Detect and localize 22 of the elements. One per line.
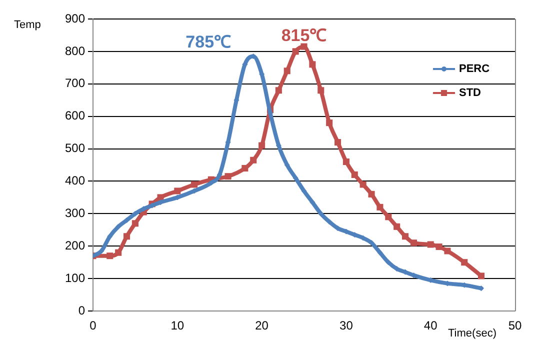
annotation: 815℃ xyxy=(281,26,327,45)
x-tick-label: 20 xyxy=(255,318,269,333)
legend-label: STD xyxy=(459,87,482,100)
x-tick-label: 50 xyxy=(508,318,522,333)
y-tick-label: 0 xyxy=(78,303,86,318)
x-tick-label: 30 xyxy=(340,318,354,333)
y-tick-label: 700 xyxy=(64,76,86,90)
x-tick-label: 40 xyxy=(424,318,438,333)
y-tick-label: 800 xyxy=(64,44,86,58)
y-tick-label: 400 xyxy=(64,174,86,188)
annotation: 785℃ xyxy=(186,32,232,52)
y-tick-label: 300 xyxy=(64,206,86,220)
y-tick-label: 200 xyxy=(64,238,86,252)
x-axis-title: Time(sec) xyxy=(448,328,496,340)
y-tick-label: 900 xyxy=(64,11,86,26)
y-tick-label: 100 xyxy=(64,270,86,285)
y-axis-title: Temp xyxy=(14,19,41,32)
x-tick-label: 10 xyxy=(170,318,184,333)
y-tick-label: 500 xyxy=(64,141,86,156)
y-tick-label: 600 xyxy=(64,108,86,123)
legend-label: PERC xyxy=(459,63,490,76)
x-tick-label: 0 xyxy=(90,318,97,333)
